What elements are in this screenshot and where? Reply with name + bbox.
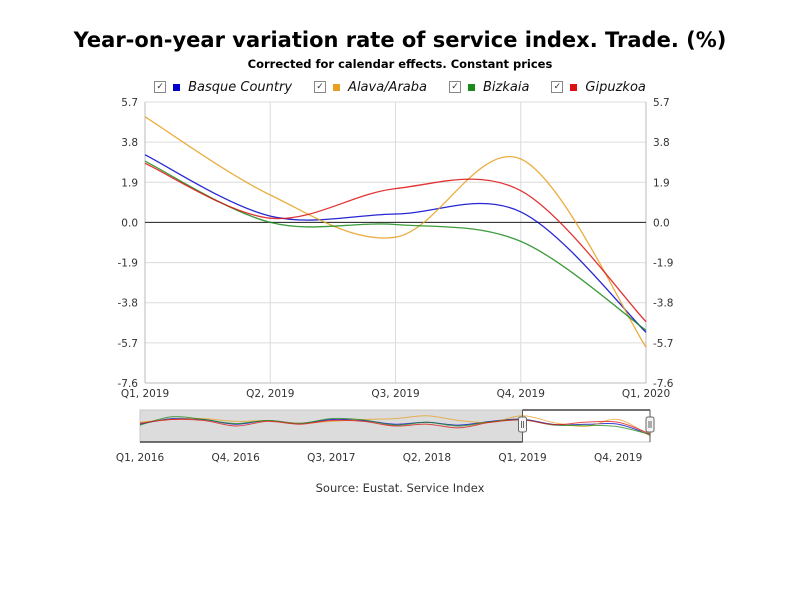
legend-label: Basque Country <box>188 79 293 95</box>
y-tick-label-right: 3.8 <box>653 137 670 149</box>
y-tick-label-left: -1.9 <box>118 258 139 270</box>
navigator-handle-left[interactable] <box>518 416 527 433</box>
checkbox-icon[interactable]: ✓ <box>551 81 564 93</box>
legend-swatch <box>173 83 181 91</box>
navigator-handle-right[interactable] <box>645 416 655 433</box>
y-tick-label-left: -3.8 <box>118 298 139 310</box>
series-layer <box>144 116 647 348</box>
checkbox-icon[interactable]: ✓ <box>314 81 327 93</box>
navigator-tick-label: Q1, 2019 <box>498 452 546 464</box>
line-chart: 5.7 5.7 3.8 3.8 1.9 1.9 0.0 0.0 -1.9 -1.9 -3.8 -3.8… <box>116 97 674 464</box>
legend-swatch <box>333 83 341 91</box>
source-note: Source: Eustat. Service Index <box>315 481 485 495</box>
axis-layer: 5.7 5.7 3.8 3.8 1.9 1.9 0.0 0.0 -1.9 -1.9 -3.8 -3.8… <box>118 97 674 400</box>
chart-subtitle: Corrected for calendar effects. Constant… <box>247 57 553 71</box>
chart-title: Year-on-year variation rate of service i… <box>73 28 727 52</box>
y-tick-label-left: 5.7 <box>121 97 138 109</box>
navigator-tick-label: Q1, 2016 <box>116 452 165 464</box>
navigator-tick-label: Q4, 2019 <box>594 452 642 464</box>
series-line-basque-country <box>144 154 647 333</box>
y-tick-label-left: 3.8 <box>121 137 138 149</box>
legend-item-gipuzkoa[interactable]: ✓ Gipuzkoa <box>551 79 646 95</box>
x-tick-label: Q1, 2019 <box>121 388 169 400</box>
navigator[interactable]: Q1, 2016 Q4, 2016 Q3, 2017 Q2, 2018 Q1, 2019… <box>116 409 655 464</box>
grid-layer <box>144 101 647 384</box>
legend-swatch <box>570 83 578 91</box>
y-tick-label-right: 1.9 <box>653 177 670 189</box>
series-line-alava-araba <box>144 116 647 348</box>
y-tick-label-right: -3.8 <box>653 298 674 310</box>
legend-item-bizkaia[interactable]: ✓ Bizkaia <box>448 79 530 95</box>
x-tick-label: Q1, 2020 <box>622 388 670 400</box>
y-tick-label-right: -5.7 <box>653 338 674 350</box>
y-tick-label-right: -7.6 <box>653 378 674 390</box>
legend-item-alava-araba[interactable]: ✓ Alava/Araba <box>314 80 427 95</box>
legend-label: Alava/Araba <box>348 79 427 95</box>
legend-label: Bizkaia <box>482 79 530 95</box>
legend-item-basque-country[interactable]: ✓ Basque Country <box>154 80 292 95</box>
navigator-tick-label: Q2, 2018 <box>403 452 451 464</box>
y-tick-label-left: -5.7 <box>118 338 139 350</box>
x-tick-label: Q3, 2019 <box>371 388 419 400</box>
x-tick-label: Q4, 2019 <box>497 388 545 400</box>
legend-label: Gipuzkoa <box>585 79 646 95</box>
navigator-tick-label: Q3, 2017 <box>307 452 355 464</box>
series-line-gipuzkoa <box>144 162 647 323</box>
legend-swatch <box>467 83 475 91</box>
y-tick-label-right: 5.7 <box>653 97 670 109</box>
legend: ✓ Basque Country ✓ Alava/Araba ✓ Bizkaia… <box>0 77 800 97</box>
checkbox-icon[interactable]: ✓ <box>154 81 167 93</box>
y-tick-label-right: 0.0 <box>653 217 670 229</box>
y-tick-label-left: -7.6 <box>118 378 139 390</box>
y-tick-label-left: 0.0 <box>121 217 138 229</box>
x-tick-label: Q2, 2019 <box>246 388 294 400</box>
y-tick-label-right: -1.9 <box>653 258 674 270</box>
checkbox-icon[interactable]: ✓ <box>448 81 461 93</box>
navigator-line <box>139 416 651 435</box>
navigator-line <box>139 418 651 435</box>
y-tick-label-left: 1.9 <box>121 177 138 189</box>
navigator-tick-label: Q4, 2016 <box>211 452 260 464</box>
